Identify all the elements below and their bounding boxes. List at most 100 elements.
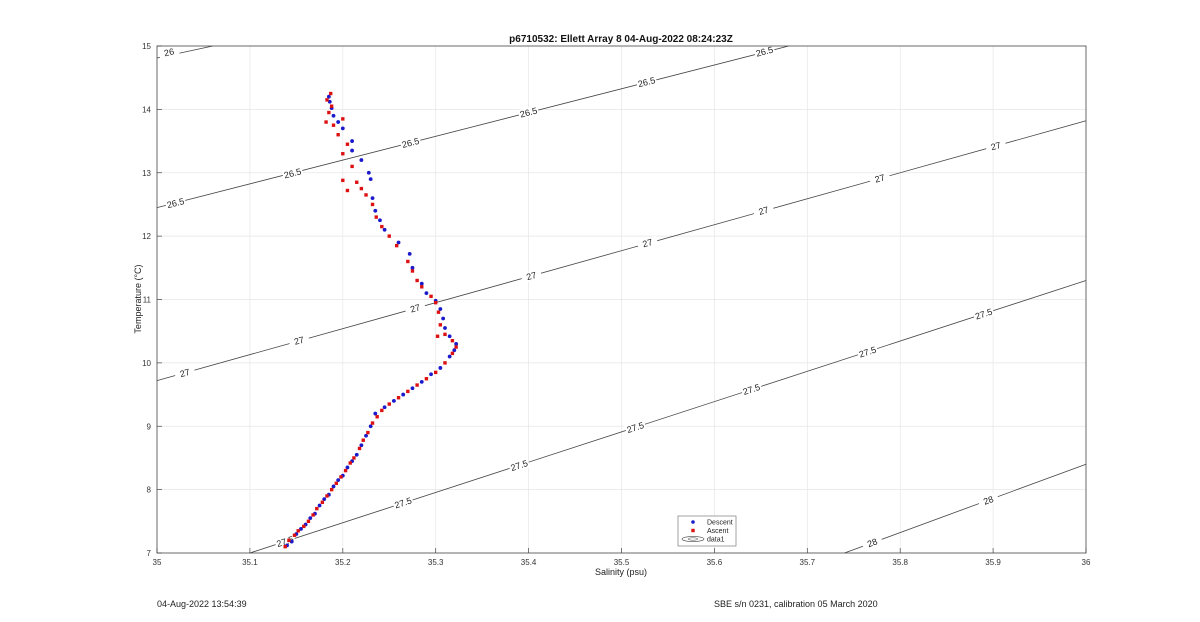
contour-label-bg — [274, 533, 297, 550]
descent-point — [331, 484, 336, 489]
contour-label-bg — [972, 306, 995, 322]
contour-label-bg — [635, 74, 658, 90]
ascent-point — [370, 421, 375, 425]
contour-label: 27 — [179, 367, 191, 379]
contour-label-bg — [399, 135, 422, 151]
ascent-point — [327, 110, 331, 115]
descent-point — [317, 503, 322, 508]
x-tick-label: 35.5 — [614, 558, 630, 567]
descent-point — [429, 372, 433, 377]
ascent-point — [387, 402, 391, 406]
ascent-point — [348, 461, 352, 465]
x-tick-label: 36 — [1082, 558, 1091, 567]
descent-point — [327, 99, 332, 104]
descent-point — [454, 341, 459, 346]
ascent-point — [345, 188, 350, 193]
descent-point — [382, 227, 387, 232]
descent-point — [378, 218, 382, 223]
ascent-point — [355, 180, 359, 184]
ascent-point — [361, 438, 365, 442]
density-contour-line — [156, 120, 1087, 382]
ascent-point — [443, 361, 447, 365]
contour-label: 26 — [163, 46, 175, 58]
ascent-point — [364, 193, 368, 197]
ascent-point — [435, 334, 440, 338]
ascent-point — [339, 475, 343, 479]
legend-descent-label: Descent — [707, 520, 733, 527]
ascent-point — [438, 323, 443, 327]
descent-point — [373, 208, 378, 213]
contour-label-bg — [861, 534, 884, 552]
ascent-point — [311, 513, 315, 517]
descent-point — [289, 539, 294, 544]
ascent-point — [341, 178, 345, 183]
ascent-point — [415, 278, 419, 283]
contour-label: 26.5 — [283, 166, 302, 180]
contour-label: 27 — [293, 335, 305, 347]
descent-point — [326, 94, 331, 99]
y-tick-label: 7 — [147, 549, 152, 558]
ascent-point — [325, 494, 329, 498]
contour-label-bg — [517, 105, 540, 120]
ascent-point — [345, 142, 350, 146]
ascent-point — [329, 91, 333, 96]
contour-label: 27 — [409, 302, 421, 314]
descent-point — [396, 240, 401, 245]
y-tick-label: 11 — [143, 296, 152, 305]
contour-label-bg — [624, 419, 647, 436]
x-tick-label: 35.2 — [335, 558, 351, 567]
x-axis-label: Salinity (psu) — [595, 567, 647, 577]
ascent-point — [334, 481, 338, 485]
descent-point — [419, 281, 424, 286]
contour-label-bg — [508, 457, 531, 474]
descent-point — [322, 497, 327, 502]
contour-label-bg — [752, 203, 775, 219]
descent-point — [382, 405, 387, 410]
ascent-point — [292, 533, 297, 537]
x-tick-label: 35 — [153, 558, 162, 567]
contour-label-bg — [158, 45, 180, 60]
descent-point — [401, 392, 406, 397]
contour-label-bg — [977, 492, 1000, 509]
x-tick-label: 35.7 — [800, 558, 816, 567]
legend-ascent-label: Ascent — [707, 528, 728, 535]
ascent-point — [320, 500, 325, 504]
contour-label-bg — [281, 166, 304, 181]
contour-label-bg — [520, 268, 543, 284]
contour-label: 26.5 — [755, 45, 774, 59]
contour-label-bg — [984, 138, 1007, 154]
legend-contour-inner — [687, 537, 699, 541]
contour-label: 26.5 — [637, 75, 656, 89]
contour-label-bg — [173, 365, 196, 381]
contour-label-bg — [164, 195, 187, 211]
descent-point — [368, 177, 373, 181]
y-tick-label: 14 — [142, 105, 151, 114]
ascent-point — [331, 123, 336, 127]
x-tick-label: 35.6 — [707, 558, 723, 567]
ascent-point — [436, 310, 441, 314]
density-contour-line — [156, 45, 789, 208]
legend-descent-marker — [691, 520, 695, 524]
ascent-point — [287, 538, 291, 543]
descent-point — [447, 334, 452, 339]
ascent-point — [380, 224, 384, 229]
ascent-point — [380, 408, 384, 413]
print-timestamp: 04-Aug-2022 13:54:39 — [157, 599, 247, 609]
y-tick-label: 13 — [142, 169, 151, 178]
density-contour-line — [844, 463, 1087, 554]
contour-label-bg — [288, 333, 311, 349]
ascent-point — [450, 338, 455, 343]
y-axis-label: Temperature (°C) — [133, 264, 143, 333]
contour-label-bg — [868, 170, 891, 186]
x-tick-label: 35.3 — [428, 558, 444, 567]
ascent-point — [410, 269, 415, 273]
contour-label: 26.5 — [166, 196, 185, 210]
ascent-point — [350, 164, 354, 169]
ascent-point — [415, 383, 419, 387]
ascent-point — [406, 259, 410, 264]
descent-point — [364, 433, 368, 438]
ascent-point — [394, 243, 399, 248]
ascent-point — [283, 544, 287, 549]
descent-point — [359, 158, 364, 162]
